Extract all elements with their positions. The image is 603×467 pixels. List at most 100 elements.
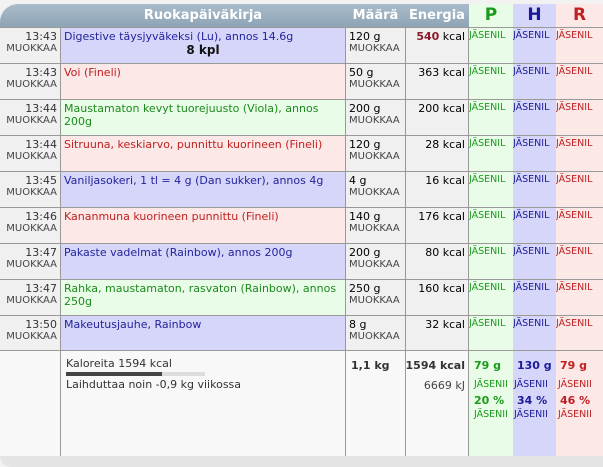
- carbs-cell: JÄSENIL: [556, 99, 603, 136]
- protein-label: JÄSENII: [474, 379, 508, 390]
- entry-amount: 200 g: [349, 102, 381, 115]
- header-title: Ruokapäiväkirja: [143, 8, 263, 23]
- carbs-cell: JÄSENIL: [556, 27, 603, 64]
- edit-time-link[interactable]: MUOKKAA: [6, 223, 57, 234]
- edit-time-link[interactable]: MUOKKAA: [6, 295, 57, 306]
- energy-value: 176 kcal: [418, 210, 465, 223]
- edit-time-link[interactable]: MUOKKAA: [6, 43, 57, 54]
- food-name-link[interactable]: Digestive täysjyväkeksi (Lu), annos 14.6…: [64, 30, 294, 43]
- entry-time: 13:44: [25, 138, 57, 151]
- edit-time-link[interactable]: MUOKKAA: [6, 151, 57, 162]
- carbs-cell: JÄSENIL: [556, 315, 603, 352]
- table-row: 13:43 MUOKKAA Digestive täysjyväkeksi (Lu…: [0, 27, 603, 64]
- energy-value: 32 kcal: [425, 318, 465, 331]
- food-name-link[interactable]: Kananmuna kuorineen punnittu (Fineli): [64, 210, 279, 223]
- entry-time: 13:47: [25, 282, 57, 295]
- carbs-cell: JÄSENIL: [556, 63, 603, 100]
- edit-time-link[interactable]: MUOKKAA: [6, 79, 57, 90]
- entry-amount: 8 g: [349, 318, 367, 331]
- carbs-grams: 79 g: [560, 359, 588, 372]
- protein-cell: JÄSENIL: [468, 279, 513, 316]
- fat-cell: JÄSENIL: [513, 243, 556, 280]
- protein-cell: JÄSENIL: [468, 315, 513, 352]
- entry-time: 13:47: [25, 246, 57, 259]
- entry-amount: 200 g: [349, 246, 381, 259]
- energy-value: 200 kcal: [418, 102, 465, 115]
- protein-cell: JÄSENIL: [468, 63, 513, 100]
- protein-cell: JÄSENIL: [468, 243, 513, 280]
- weight-note: Laihduttaa noin -0,9 kg viikossa: [66, 378, 242, 391]
- energy-value: 160 kcal: [418, 282, 465, 295]
- edit-amount-link[interactable]: MUOKKAA: [349, 187, 400, 198]
- edit-time-link[interactable]: MUOKKAA: [6, 115, 57, 126]
- entry-amount: 50 g: [349, 66, 374, 79]
- carbs-cell: JÄSENIL: [556, 171, 603, 208]
- edit-amount-link[interactable]: MUOKKAA: [349, 331, 400, 342]
- fat-cell: JÄSENIL: [513, 207, 556, 244]
- edit-time-link[interactable]: MUOKKAA: [6, 187, 57, 198]
- calories-text: Kaloreita 1594 kcal: [66, 357, 172, 370]
- diary-table: 13:43 MUOKKAA Digestive täysjyväkeksi (Lu…: [0, 27, 603, 352]
- edit-amount-link[interactable]: MUOKKAA: [349, 295, 400, 306]
- entry-time: 13:46: [25, 210, 57, 223]
- protein-cell: JÄSENIL: [468, 171, 513, 208]
- food-name-link[interactable]: Voi (Fineli): [64, 66, 121, 79]
- edit-amount-link[interactable]: MUOKKAA: [349, 115, 400, 126]
- food-name-link[interactable]: Rahka, maustamaton, rasvaton (Rainbow), …: [64, 282, 337, 308]
- header-fat: H: [513, 4, 556, 27]
- protein-cell: JÄSENIL: [468, 27, 513, 64]
- edit-time-link[interactable]: MUOKKAA: [6, 259, 57, 270]
- edit-time-link[interactable]: MUOKKAA: [6, 331, 57, 342]
- entry-time: 13:43: [25, 30, 57, 43]
- total-kcal: 1594 kcal: [405, 359, 465, 372]
- fat-label-2: JÄSENII: [514, 409, 548, 420]
- carbs-cell: JÄSENIL: [556, 243, 603, 280]
- table-header: Ruokapäiväkirja Määrä Energia P H R: [0, 4, 603, 27]
- food-name-link[interactable]: Makeutusjauhe, Rainbow: [64, 318, 202, 331]
- entry-amount: 4 g: [349, 174, 367, 187]
- food-name-link[interactable]: Vaniljasokeri, 1 tl = 4 g (Dan sukker), …: [64, 174, 324, 187]
- edit-amount-link[interactable]: MUOKKAA: [349, 79, 400, 90]
- total-amount: 1,1 kg: [351, 359, 390, 372]
- header-amount: Määrä: [352, 8, 399, 23]
- fat-cell: JÄSENIL: [513, 63, 556, 100]
- carbs-percent: 46 %: [560, 394, 591, 407]
- edit-amount-link[interactable]: MUOKKAA: [349, 223, 400, 234]
- summary-row: Kaloreita 1594 kcal Laihduttaa noin -0,9…: [0, 350, 603, 457]
- food-name-link[interactable]: Pakaste vadelmat (Rainbow), annos 200g: [64, 246, 293, 259]
- fat-label: JÄSENII: [514, 379, 548, 390]
- edit-amount-link[interactable]: MUOKKAA: [349, 151, 400, 162]
- fat-grams: 130 g: [517, 359, 552, 372]
- protein-cell: JÄSENIL: [468, 99, 513, 136]
- carbs-cell: JÄSENIL: [556, 279, 603, 316]
- entry-time: 13:43: [25, 66, 57, 79]
- entry-time: 13:44: [25, 102, 57, 115]
- header-protein: P: [469, 4, 513, 27]
- protein-label-2: JÄSENII: [474, 409, 508, 420]
- quantity-note: 8 kpl: [186, 43, 220, 57]
- entry-time: 13:45: [25, 174, 57, 187]
- total-kj: 6669 kJ: [423, 379, 465, 392]
- fat-cell: JÄSENIL: [513, 315, 556, 352]
- header-energy: Energia: [409, 8, 465, 23]
- food-name-link[interactable]: Sitruuna, keskiarvo, punnittu kuorineen …: [64, 138, 323, 151]
- carbs-cell: JÄSENIL: [556, 135, 603, 172]
- edit-amount-link[interactable]: MUOKKAA: [349, 259, 400, 270]
- header-carbs: R: [556, 4, 603, 27]
- table-row: 13:47 MUOKKAA Rahka, maustamaton, rasvato…: [0, 279, 603, 316]
- carbs-cell: JÄSENIL: [556, 207, 603, 244]
- calorie-progress-fill: [66, 372, 162, 376]
- energy-value: 16 kcal: [425, 174, 465, 187]
- carbs-label: JÄSENII: [558, 379, 592, 390]
- table-row: 13:44 MUOKKAA Sitruuna, keskiarvo, punnit…: [0, 135, 603, 172]
- entry-amount: 120 g: [349, 138, 381, 151]
- fat-cell: JÄSENIL: [513, 27, 556, 64]
- table-row: 13:47 MUOKKAA Pakaste vadelmat (Rainbow),…: [0, 243, 603, 280]
- protein-percent: 20 %: [474, 394, 505, 407]
- energy-unit: kcal: [442, 30, 465, 43]
- table-row: 13:46 MUOKKAA Kananmuna kuorineen punnitt…: [0, 207, 603, 244]
- fat-cell: JÄSENIL: [513, 99, 556, 136]
- edit-amount-link[interactable]: MUOKKAA: [349, 43, 400, 54]
- food-name-link[interactable]: Maustamaton kevyt tuorejuusto (Viola), a…: [64, 102, 319, 128]
- entry-amount: 250 g: [349, 282, 381, 295]
